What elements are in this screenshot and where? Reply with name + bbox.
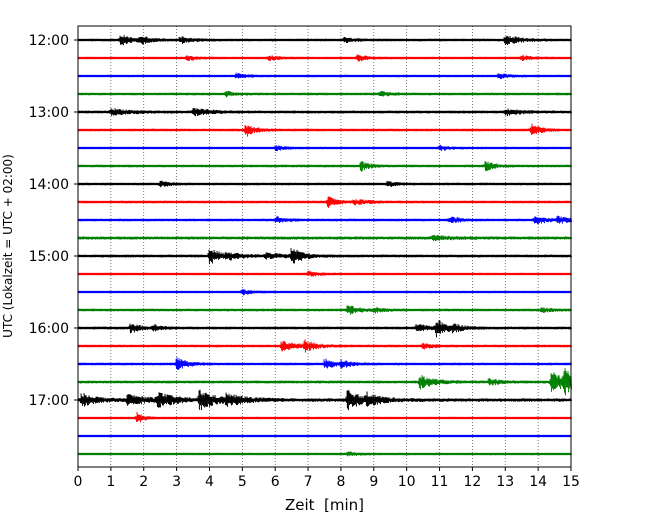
plot-frame	[77, 25, 572, 468]
y-tick-label: 12:00	[29, 33, 69, 49]
y-axis-ticks: 12:00 13:00 14:00 15:00 16:00 17:00	[29, 33, 78, 409]
y-tick-label: 15:00	[29, 249, 69, 265]
y-tick-label: 14:00	[29, 177, 69, 193]
x-tick-label: 3	[172, 474, 181, 490]
y-tick-label: 13:00	[29, 105, 69, 121]
x-tick-label: 4	[205, 474, 214, 490]
y-tick-label: 17:00	[29, 393, 69, 409]
x-tick-label: 9	[369, 474, 378, 490]
seismic-traces	[77, 35, 572, 457]
y-axis-label: UTC (Lokalzeit = UTC + 02:00)	[1, 154, 15, 338]
x-tick-label: 0	[74, 474, 83, 490]
x-tick-label: 7	[304, 474, 313, 490]
x-tick-label: 5	[238, 474, 247, 490]
x-tick-label: 2	[139, 474, 148, 490]
x-axis-ticks: 0 1 2 3 4 5 6 7 8 9 10 11 12 13 14 15	[74, 467, 580, 490]
x-tick-label: 15	[562, 474, 580, 490]
x-tick-label: 10	[398, 474, 416, 490]
x-tick-label: 11	[431, 474, 449, 490]
x-tick-label: 12	[463, 474, 481, 490]
x-tick-label: 6	[271, 474, 280, 490]
y-tick-label: 16:00	[29, 321, 69, 337]
x-axis-label: Zeit [min]	[285, 496, 364, 514]
x-tick-label: 8	[336, 474, 345, 490]
x-tick-label: 1	[106, 474, 115, 490]
x-tick-label: 13	[496, 474, 514, 490]
x-tick-label: 14	[529, 474, 547, 490]
